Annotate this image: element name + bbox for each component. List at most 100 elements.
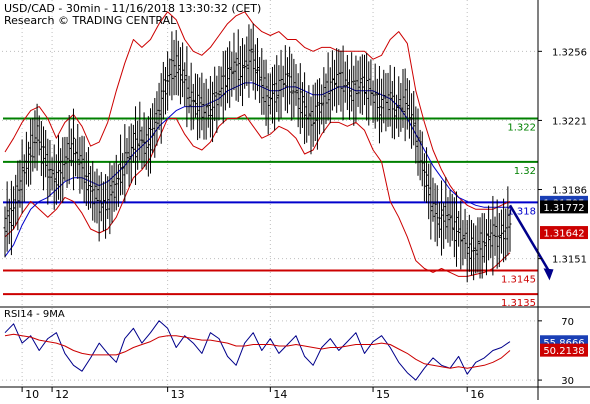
price-bar (198, 77, 202, 139)
price-bar (422, 153, 426, 202)
price-bar (3, 206, 7, 258)
price-bar (39, 121, 43, 177)
price-bar (170, 31, 174, 101)
price-bar (35, 103, 39, 171)
support-level-label: 1.3135 (501, 298, 536, 309)
price-bar (288, 46, 292, 105)
price-bar (414, 106, 418, 164)
price-bar (253, 44, 257, 100)
price-bar (382, 69, 386, 124)
price-bar (230, 51, 234, 97)
price-bar (277, 65, 281, 122)
price-bar (99, 171, 103, 222)
price-bar (433, 183, 437, 242)
price-bar (234, 52, 238, 101)
price-bar (489, 219, 493, 258)
forecast-arrow (508, 204, 550, 271)
price-bar (236, 29, 240, 102)
price-bar (153, 97, 157, 158)
price-bar (367, 61, 371, 126)
price-bar (149, 108, 153, 174)
price-bar (429, 163, 433, 240)
price-bar (125, 138, 129, 175)
price-bar (119, 134, 123, 196)
forecast-arrowhead (543, 268, 554, 281)
price-bar (221, 51, 225, 124)
price-bar (114, 154, 118, 211)
price-bar (178, 47, 182, 105)
price-bar (264, 59, 268, 126)
price-bar (506, 186, 510, 256)
price-bar (82, 136, 86, 203)
price-bar (97, 175, 101, 242)
price-bar (232, 32, 236, 91)
price-bar (42, 126, 46, 191)
price-bar (189, 62, 193, 131)
price-bar (157, 82, 161, 131)
price-bar (461, 220, 465, 266)
price-bar (9, 180, 13, 256)
price-bar (399, 82, 403, 132)
price-bar (270, 66, 274, 124)
price-bar (499, 209, 503, 254)
price-bar (455, 191, 459, 267)
price-bar (27, 141, 31, 187)
rsi-signal-line (4, 333, 511, 369)
x-tick-label: 16 (470, 388, 484, 400)
price-bar (204, 78, 208, 140)
price-bar (300, 82, 304, 128)
price-bar (63, 136, 67, 181)
copyright-label: Research © TRADING CENTRAL (4, 14, 177, 27)
price-bar (155, 91, 159, 146)
price-bar (444, 177, 448, 240)
price-bar (262, 59, 266, 115)
price-bar (12, 186, 16, 230)
price-bar (89, 165, 93, 209)
price-bar (469, 219, 473, 276)
x-tick-label: 14 (273, 388, 287, 400)
price-bar (146, 116, 150, 177)
x-tick-label: 13 (171, 388, 185, 400)
price-bar (356, 60, 360, 107)
price-bar (223, 50, 227, 111)
price-bar (480, 213, 484, 279)
price-bar (37, 115, 41, 156)
price-bar (241, 38, 245, 107)
price-bar (71, 108, 75, 191)
price-bar (185, 46, 189, 128)
price-bar (136, 120, 140, 170)
price-bar (22, 154, 26, 202)
price-bar (345, 55, 349, 111)
price-bar (121, 152, 125, 195)
price-bar (487, 205, 491, 261)
price-bar (303, 72, 307, 145)
price-bar (457, 210, 461, 247)
price-bar (407, 80, 411, 139)
resistance-level-label: 1.322 (507, 122, 536, 133)
bollinger-upper-line (4, 11, 511, 210)
price-bar (127, 126, 131, 187)
price-bar (228, 41, 232, 108)
price-bar (354, 55, 358, 122)
price-bar (392, 66, 396, 140)
pivot-level-label: 1.318 (507, 206, 536, 217)
price-bar (352, 65, 356, 126)
price-bar (320, 84, 324, 125)
bollinger-lower-line (4, 114, 511, 277)
price-bar (104, 174, 108, 239)
price-bar (420, 131, 424, 187)
price-bar (341, 45, 345, 121)
price-bar (78, 137, 82, 194)
price-bar (309, 96, 313, 155)
price-bar (54, 154, 58, 205)
price-bar (493, 216, 497, 256)
price-bar (91, 161, 95, 221)
chart-title: USD/CAD - 30min - 11/16/2018 13:30:32 (C… (4, 2, 261, 15)
price-bar (452, 197, 456, 258)
price-bar (93, 171, 97, 223)
resistance-level-label: 1.32 (514, 166, 536, 177)
price-tag: 1.31772 (540, 200, 588, 214)
price-bar (142, 112, 146, 168)
